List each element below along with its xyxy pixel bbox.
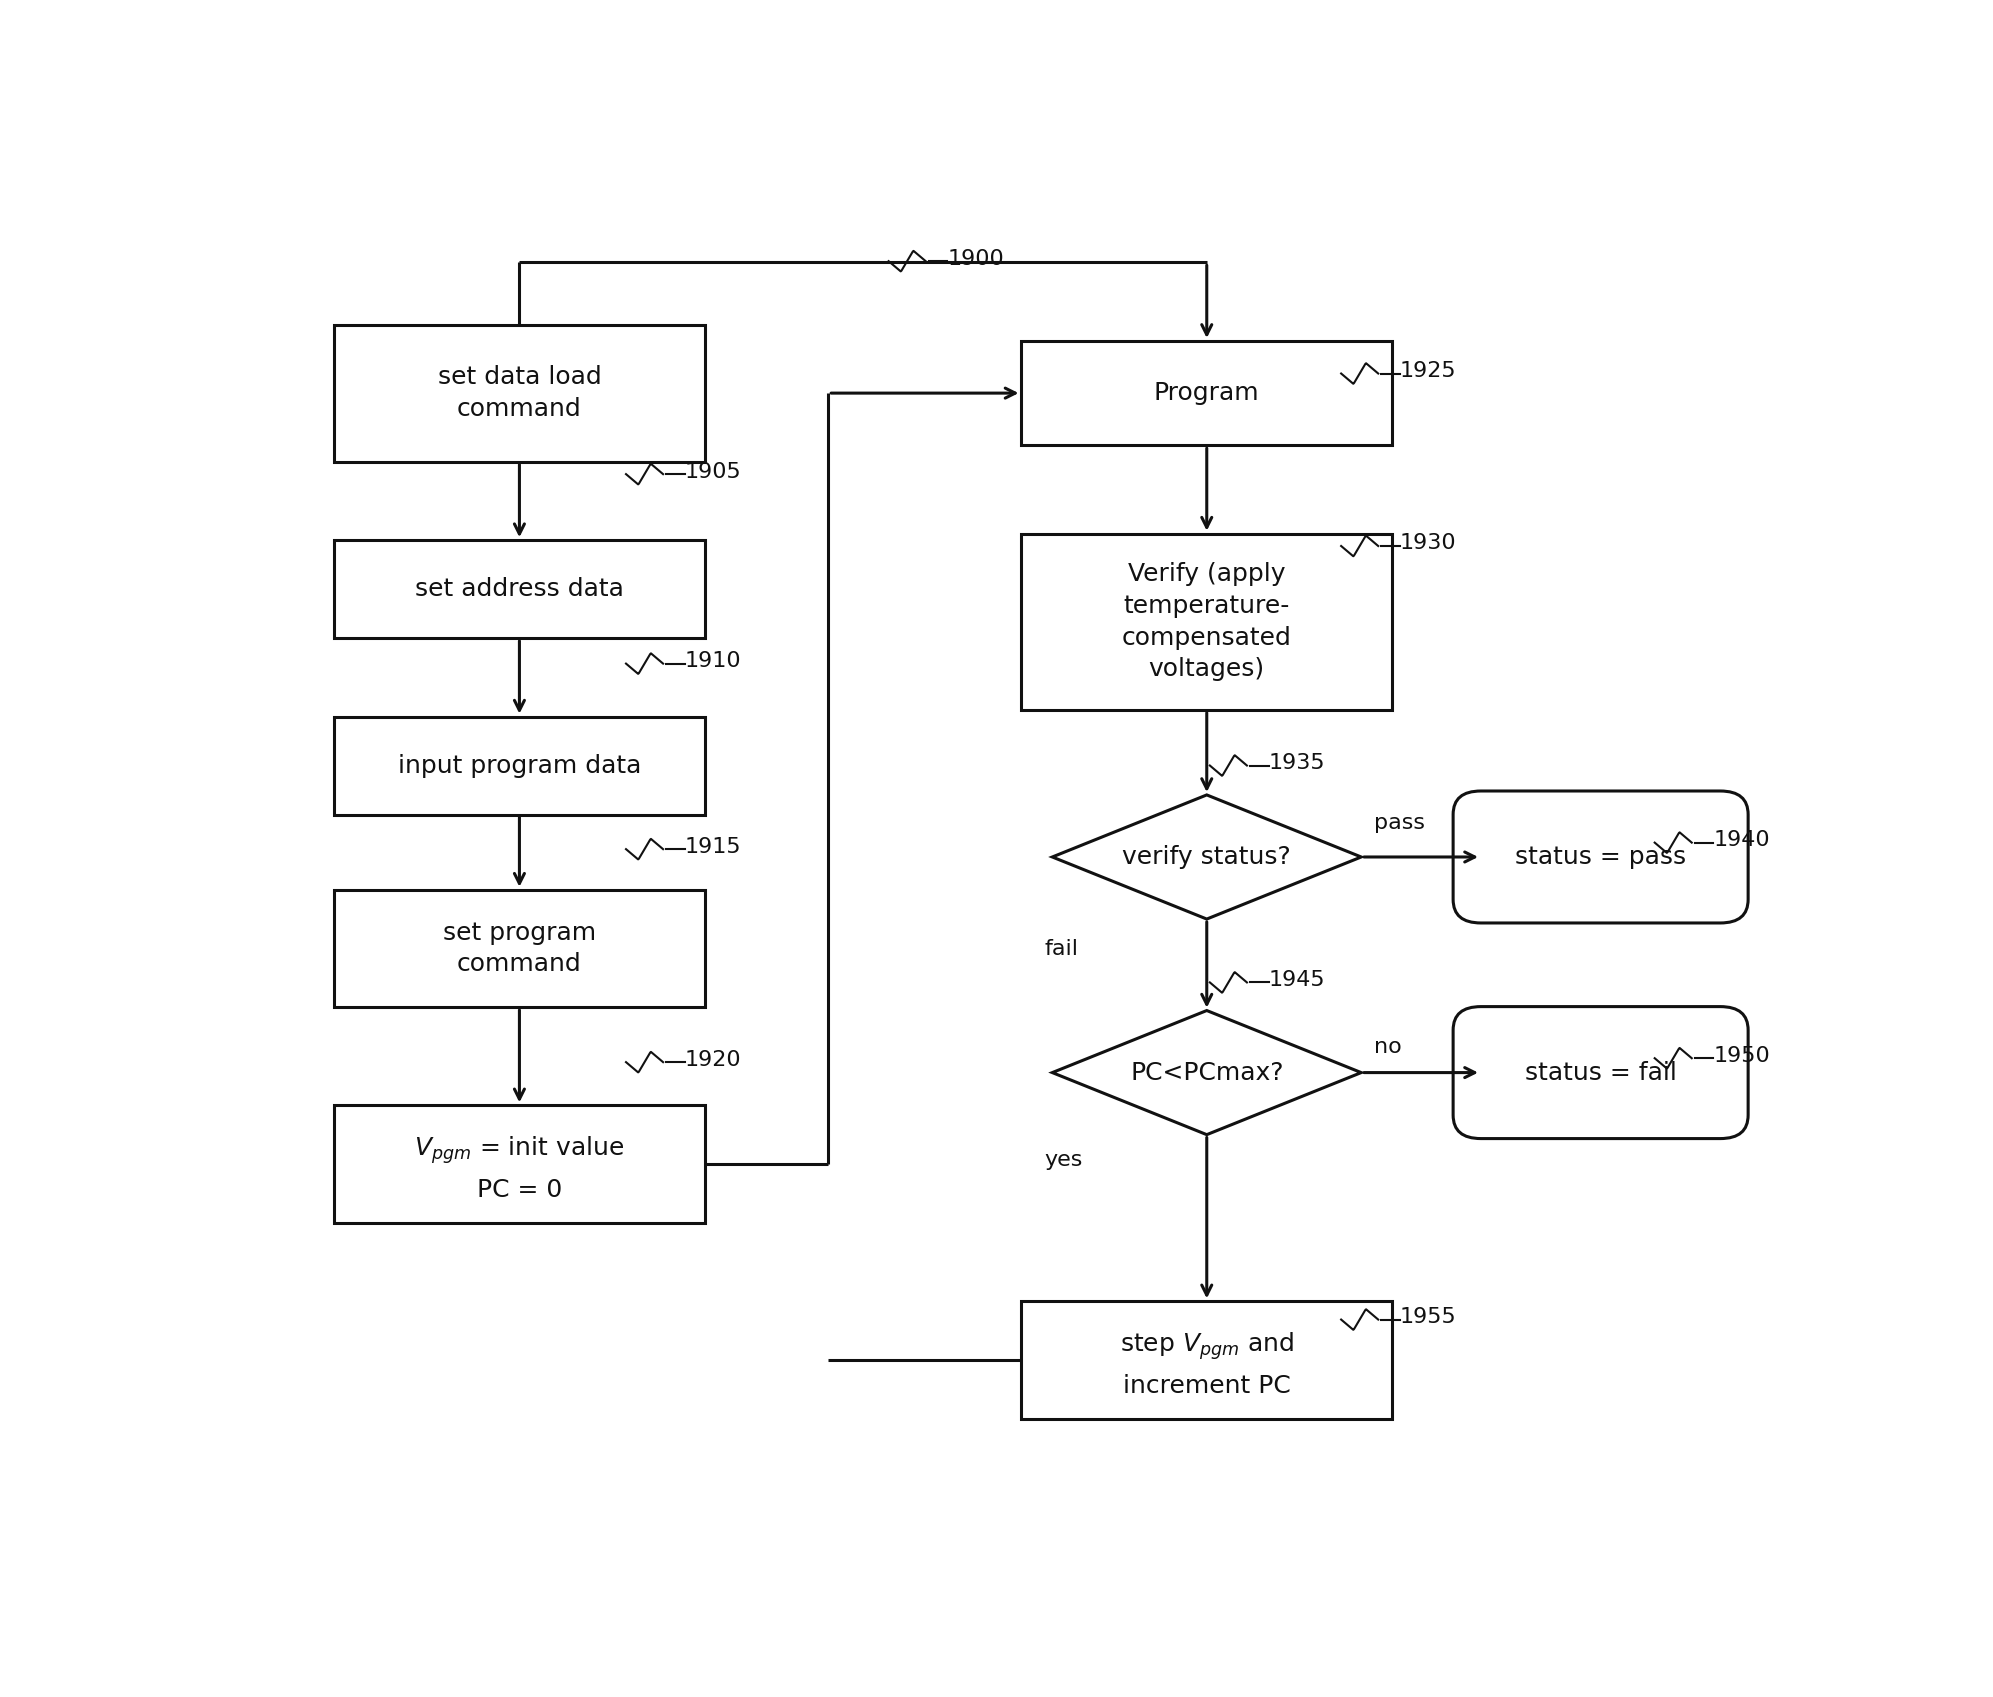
FancyBboxPatch shape (335, 889, 706, 1008)
Text: $V_{pgm}$ = init value: $V_{pgm}$ = init value (415, 1134, 624, 1166)
Text: 1955: 1955 (1399, 1307, 1457, 1327)
FancyBboxPatch shape (1020, 1302, 1391, 1419)
Text: verify status?: verify status? (1122, 845, 1291, 869)
Text: 1925: 1925 (1399, 361, 1457, 380)
FancyBboxPatch shape (335, 716, 706, 815)
Text: no: no (1373, 1037, 1401, 1057)
FancyBboxPatch shape (335, 324, 706, 462)
Text: set data load
command: set data load command (438, 365, 602, 421)
FancyBboxPatch shape (335, 540, 706, 638)
Text: set address data: set address data (415, 577, 624, 601)
Text: fail: fail (1044, 938, 1078, 959)
FancyBboxPatch shape (335, 1105, 706, 1224)
Text: status = fail: status = fail (1525, 1061, 1676, 1084)
Text: set program
command: set program command (442, 921, 596, 976)
Text: 1935: 1935 (1268, 753, 1325, 772)
Text: 1900: 1900 (947, 248, 1004, 268)
Text: pass: pass (1373, 813, 1425, 833)
Text: Program: Program (1154, 382, 1260, 406)
Text: 1950: 1950 (1714, 1045, 1770, 1066)
Text: Verify (apply
temperature-
compensated
voltages): Verify (apply temperature- compensated v… (1122, 562, 1291, 680)
FancyBboxPatch shape (1020, 533, 1391, 709)
FancyBboxPatch shape (1453, 791, 1748, 923)
Text: 1915: 1915 (686, 837, 741, 857)
Polygon shape (1052, 794, 1361, 920)
FancyBboxPatch shape (1453, 1006, 1748, 1139)
Text: 1940: 1940 (1714, 830, 1770, 850)
Text: PC<PCmax?: PC<PCmax? (1130, 1061, 1283, 1084)
Text: PC = 0: PC = 0 (476, 1178, 562, 1201)
Text: 1920: 1920 (686, 1049, 741, 1069)
Text: yes: yes (1044, 1151, 1082, 1171)
Text: input program data: input program data (399, 753, 642, 777)
Text: 1945: 1945 (1268, 969, 1325, 989)
Text: increment PC: increment PC (1122, 1375, 1291, 1398)
FancyBboxPatch shape (1020, 341, 1391, 445)
Text: status = pass: status = pass (1515, 845, 1686, 869)
Text: step $V_{pgm}$ and: step $V_{pgm}$ and (1120, 1330, 1293, 1361)
Text: 1910: 1910 (686, 652, 741, 670)
Polygon shape (1052, 1010, 1361, 1135)
Text: 1905: 1905 (686, 462, 741, 482)
Text: 1930: 1930 (1399, 533, 1457, 553)
